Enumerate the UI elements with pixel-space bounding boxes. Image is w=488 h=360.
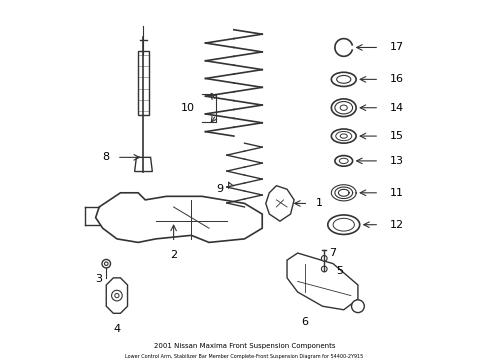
Text: 17: 17 — [389, 42, 403, 53]
Polygon shape — [265, 186, 293, 221]
Text: 16: 16 — [389, 75, 403, 84]
Ellipse shape — [331, 99, 355, 117]
Circle shape — [321, 256, 326, 261]
Text: 13: 13 — [389, 156, 403, 166]
Ellipse shape — [339, 158, 347, 163]
Text: 1: 1 — [315, 198, 322, 208]
Ellipse shape — [331, 72, 355, 86]
Text: 2: 2 — [170, 249, 177, 260]
Circle shape — [104, 262, 108, 265]
Text: 12: 12 — [389, 220, 403, 230]
Ellipse shape — [334, 156, 352, 166]
Text: 5: 5 — [336, 266, 343, 276]
Ellipse shape — [334, 102, 352, 114]
Text: 10: 10 — [181, 103, 195, 113]
Text: 6: 6 — [301, 317, 307, 327]
Polygon shape — [286, 253, 357, 310]
Text: 3: 3 — [96, 274, 102, 284]
Polygon shape — [106, 278, 127, 313]
Circle shape — [102, 260, 110, 268]
Ellipse shape — [331, 129, 355, 143]
Polygon shape — [96, 193, 262, 242]
Text: 8: 8 — [102, 152, 110, 162]
Polygon shape — [134, 157, 152, 171]
Circle shape — [115, 293, 119, 298]
Text: 7: 7 — [329, 248, 336, 258]
Text: 11: 11 — [389, 188, 403, 198]
Text: 14: 14 — [389, 103, 403, 113]
Ellipse shape — [335, 131, 351, 141]
Ellipse shape — [340, 134, 346, 138]
Text: 15: 15 — [389, 131, 403, 141]
Ellipse shape — [340, 105, 346, 111]
Circle shape — [111, 290, 122, 301]
Ellipse shape — [327, 215, 359, 234]
Ellipse shape — [332, 218, 354, 231]
Text: 4: 4 — [113, 324, 120, 334]
FancyBboxPatch shape — [138, 51, 148, 115]
Text: 2001 Nissan Maxima Front Suspension Components: 2001 Nissan Maxima Front Suspension Comp… — [153, 343, 335, 349]
Text: 9: 9 — [216, 184, 223, 194]
Circle shape — [351, 300, 364, 312]
Circle shape — [321, 266, 326, 272]
Text: Lower Control Arm, Stabilizer Bar Member Complete-Front Suspension Diagram for 5: Lower Control Arm, Stabilizer Bar Member… — [125, 354, 363, 359]
Ellipse shape — [336, 76, 350, 83]
